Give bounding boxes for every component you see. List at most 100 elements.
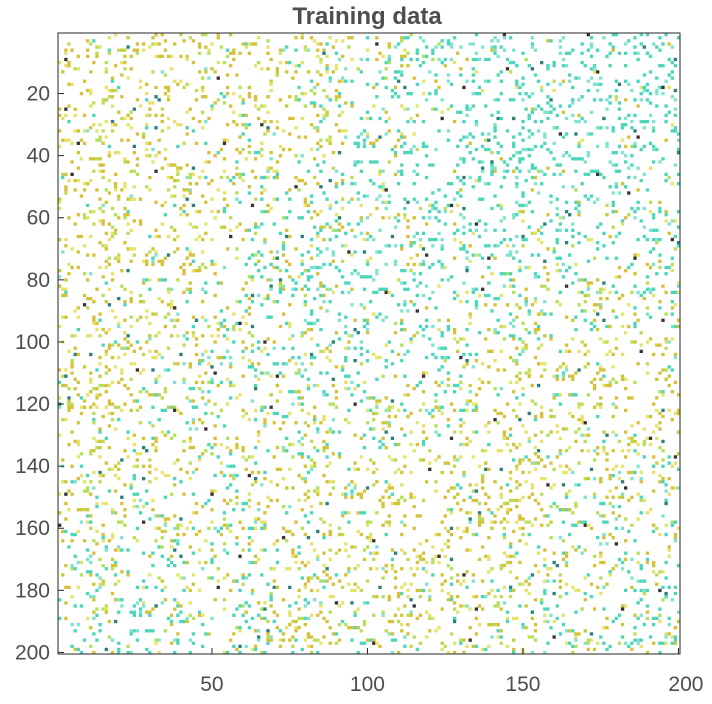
heatmap-cell <box>661 352 665 357</box>
heatmap-cell <box>555 374 559 378</box>
heatmap-cell <box>92 595 96 599</box>
heatmap-cell <box>216 355 220 360</box>
heatmap-cell <box>160 396 164 400</box>
heatmap-cell <box>428 598 432 602</box>
heatmap-cell <box>571 281 575 285</box>
heatmap-cell <box>596 247 600 251</box>
heatmap-cell <box>341 54 345 59</box>
heatmap-cell <box>403 303 407 307</box>
heatmap-cell <box>132 362 136 366</box>
heatmap-cell <box>291 334 295 338</box>
heatmap-cell <box>278 281 283 285</box>
heatmap-cell <box>210 492 214 496</box>
heatmap-cell <box>655 88 659 93</box>
heatmap-cell <box>387 45 391 49</box>
heatmap-cell <box>365 110 370 114</box>
heatmap-cell <box>362 557 367 562</box>
heatmap-cell <box>350 393 354 397</box>
heatmap-cell <box>107 303 112 307</box>
heatmap-cell <box>113 427 118 431</box>
heatmap-cell <box>608 501 612 506</box>
heatmap-cell <box>278 231 283 236</box>
heatmap-cell <box>627 191 631 195</box>
heatmap-cell <box>294 98 298 102</box>
heatmap-cell <box>201 352 205 357</box>
heatmap-cell <box>418 281 423 285</box>
heatmap-cell <box>303 182 307 186</box>
heatmap-cell <box>216 36 220 40</box>
heatmap-cell <box>67 119 71 124</box>
heatmap-cell <box>387 595 391 599</box>
heatmap-cell <box>577 241 581 245</box>
heatmap-cell <box>670 523 674 527</box>
heatmap-cell <box>244 293 248 298</box>
heatmap-cell <box>446 42 451 46</box>
heatmap-cell <box>378 51 382 55</box>
heatmap-cell <box>92 300 96 304</box>
heatmap-cell <box>319 169 323 173</box>
heatmap-cell <box>110 591 115 596</box>
heatmap-cell <box>163 92 168 96</box>
heatmap-cell <box>477 501 482 506</box>
heatmap-cell <box>334 331 339 335</box>
heatmap-cell <box>207 182 211 186</box>
heatmap-cell <box>219 175 224 180</box>
heatmap-cell <box>387 414 391 419</box>
heatmap-cell <box>117 197 121 201</box>
heatmap-cell <box>148 480 152 484</box>
heatmap-cell <box>344 486 348 490</box>
heatmap-cell <box>552 414 556 419</box>
heatmap-cell <box>381 200 385 204</box>
heatmap-cell <box>126 430 130 434</box>
heatmap-cell <box>446 591 451 596</box>
heatmap-cell <box>403 582 407 586</box>
heatmap-cell <box>316 287 320 291</box>
heatmap-cell <box>452 197 457 201</box>
heatmap-cell <box>76 560 80 565</box>
heatmap-cell <box>599 377 603 381</box>
heatmap-cell <box>337 113 342 118</box>
heatmap-cell <box>191 551 196 555</box>
heatmap-cell <box>415 147 419 152</box>
heatmap-cell <box>365 321 370 326</box>
heatmap-cell <box>499 219 503 223</box>
heatmap-cell <box>599 477 603 481</box>
heatmap-cell <box>474 57 479 62</box>
heatmap-cell <box>564 228 569 232</box>
heatmap-cell <box>418 408 423 413</box>
heatmap-cell <box>285 228 289 232</box>
heatmap-cell <box>263 175 267 180</box>
heatmap-cell <box>322 616 326 621</box>
heatmap-cell <box>241 172 245 177</box>
heatmap-cell <box>617 557 622 562</box>
heatmap-cell <box>487 508 491 512</box>
heatmap-cell <box>558 228 563 232</box>
heatmap-cell <box>322 113 326 118</box>
heatmap-cell <box>309 458 314 462</box>
heatmap-cell <box>101 219 105 223</box>
heatmap-cell <box>188 262 192 267</box>
heatmap-cell <box>627 449 631 453</box>
heatmap-cell <box>670 486 674 490</box>
heatmap-cell <box>173 514 177 518</box>
heatmap-cell <box>571 222 575 226</box>
heatmap-cell <box>474 352 479 357</box>
heatmap-cell <box>253 231 258 236</box>
heatmap-cell <box>452 601 457 605</box>
heatmap-cell <box>278 290 283 295</box>
heatmap-cell <box>191 315 196 319</box>
heatmap-cell <box>191 116 196 121</box>
heatmap-cell <box>123 185 127 189</box>
heatmap-cell <box>396 169 401 173</box>
heatmap-cell <box>437 327 441 332</box>
heatmap-cell <box>120 284 124 288</box>
heatmap-cell <box>512 408 516 413</box>
heatmap-cell <box>518 604 522 608</box>
heatmap-cell <box>64 278 68 282</box>
heatmap-cell <box>341 514 345 518</box>
heatmap-cell <box>173 380 177 385</box>
heatmap-cell <box>369 408 373 413</box>
heatmap-cell <box>614 98 618 102</box>
heatmap-cell <box>468 352 472 357</box>
heatmap-cell <box>667 545 671 549</box>
